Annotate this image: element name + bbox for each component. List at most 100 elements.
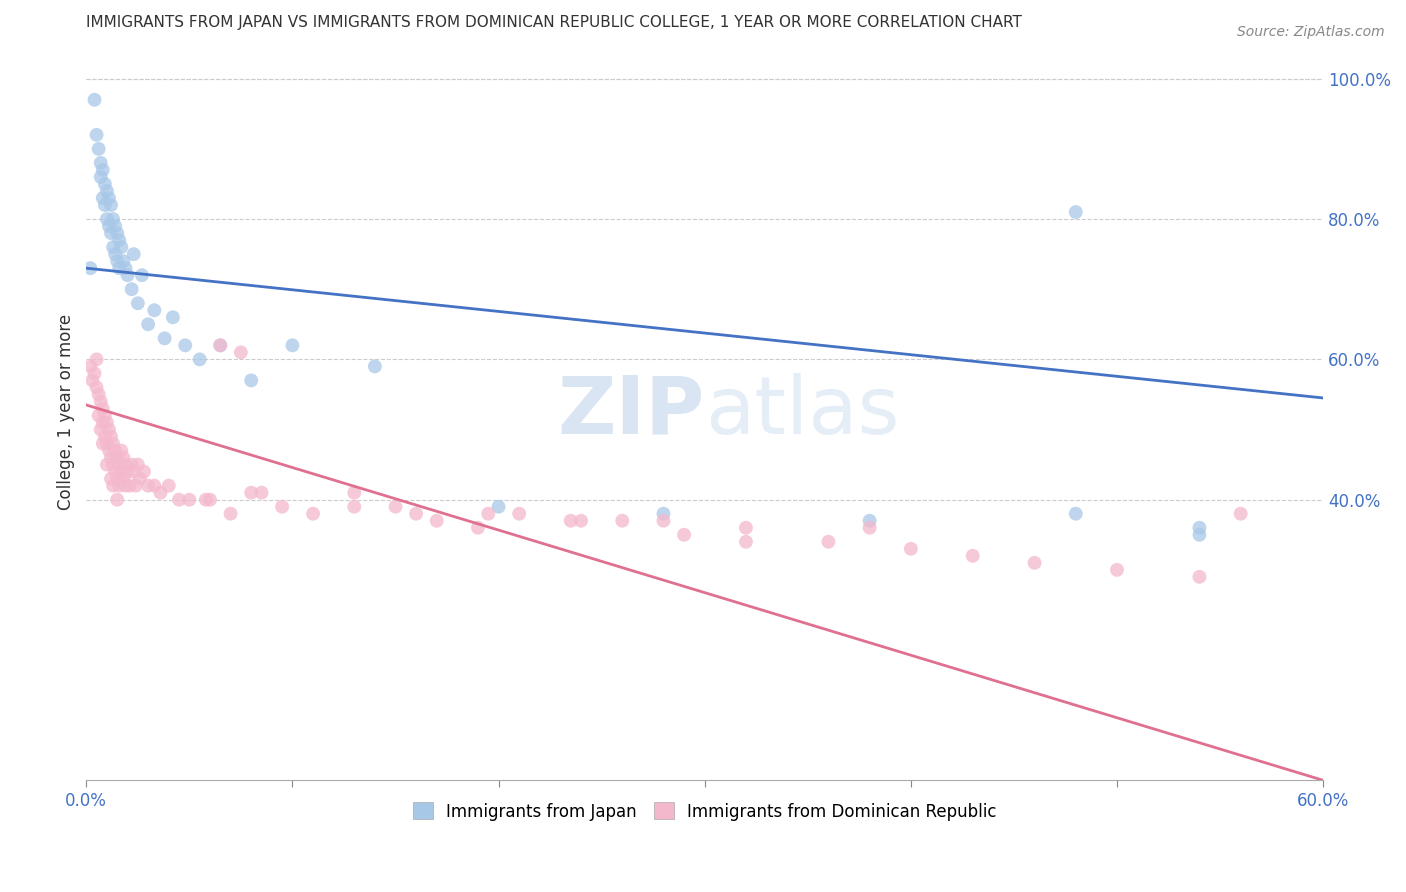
Point <box>91 416 114 430</box>
Text: atlas: atlas <box>704 373 898 451</box>
Point <box>114 458 136 472</box>
Point <box>1024 556 1046 570</box>
Point <box>149 485 172 500</box>
Point <box>1064 205 1087 219</box>
Point <box>127 458 149 472</box>
Point <box>162 310 184 325</box>
Point <box>117 268 139 282</box>
Point <box>364 359 387 374</box>
Point <box>426 514 449 528</box>
Point <box>136 318 159 332</box>
Point <box>112 450 135 465</box>
Point <box>79 261 101 276</box>
Point <box>817 534 839 549</box>
Point <box>87 387 110 401</box>
Point <box>86 380 108 394</box>
Point <box>1188 570 1211 584</box>
Point <box>87 409 110 423</box>
Point <box>281 338 304 352</box>
Point <box>560 514 582 528</box>
Point <box>91 191 114 205</box>
Point <box>82 373 104 387</box>
Point <box>488 500 510 514</box>
Text: Source: ZipAtlas.com: Source: ZipAtlas.com <box>1237 25 1385 39</box>
Point <box>673 528 696 542</box>
Point <box>96 212 118 227</box>
Point <box>96 436 118 450</box>
Point <box>98 219 121 233</box>
Point <box>90 156 112 170</box>
Point <box>652 514 675 528</box>
Point <box>96 416 118 430</box>
Point <box>125 478 148 492</box>
Point <box>91 436 114 450</box>
Point <box>104 247 127 261</box>
Point <box>1188 521 1211 535</box>
Point <box>136 478 159 492</box>
Point <box>219 507 242 521</box>
Point <box>859 514 882 528</box>
Point <box>209 338 232 352</box>
Point <box>179 492 201 507</box>
Point <box>188 352 211 367</box>
Point <box>101 478 124 492</box>
Point <box>105 226 128 240</box>
Point <box>79 359 101 374</box>
Point <box>143 478 166 492</box>
Point <box>90 394 112 409</box>
Point <box>569 514 592 528</box>
Point <box>104 443 127 458</box>
Point <box>91 163 114 178</box>
Point <box>735 521 758 535</box>
Point <box>112 472 135 486</box>
Point <box>105 254 128 268</box>
Point <box>153 331 176 345</box>
Point <box>114 478 136 492</box>
Point <box>83 367 105 381</box>
Point <box>96 184 118 198</box>
Point <box>94 429 117 443</box>
Point <box>104 465 127 479</box>
Point <box>90 423 112 437</box>
Point <box>105 450 128 465</box>
Point <box>108 261 131 276</box>
Point <box>240 373 263 387</box>
Point <box>467 521 489 535</box>
Point <box>90 169 112 184</box>
Point <box>86 128 108 142</box>
Point <box>83 93 105 107</box>
Legend: Immigrants from Japan, Immigrants from Dominican Republic: Immigrants from Japan, Immigrants from D… <box>406 796 1002 827</box>
Point <box>1229 507 1251 521</box>
Point <box>122 247 145 261</box>
Point <box>100 429 122 443</box>
Point <box>1188 528 1211 542</box>
Point <box>118 478 141 492</box>
Point <box>131 268 153 282</box>
Point <box>229 345 252 359</box>
Point <box>1105 563 1128 577</box>
Point <box>132 465 155 479</box>
Point <box>127 296 149 310</box>
Point <box>122 465 145 479</box>
Point <box>101 458 124 472</box>
Point <box>194 492 217 507</box>
Point <box>114 261 136 276</box>
Point <box>477 507 499 521</box>
Point <box>98 443 121 458</box>
Point <box>108 458 131 472</box>
Point <box>271 500 294 514</box>
Point <box>735 534 758 549</box>
Point <box>143 303 166 318</box>
Point <box>105 492 128 507</box>
Point <box>110 443 132 458</box>
Point <box>343 485 366 500</box>
Point <box>612 514 634 528</box>
Point <box>108 478 131 492</box>
Point <box>94 177 117 191</box>
Point <box>128 472 150 486</box>
Point <box>101 240 124 254</box>
Point <box>105 472 128 486</box>
Y-axis label: College, 1 year or more: College, 1 year or more <box>58 314 75 510</box>
Point <box>100 198 122 212</box>
Point <box>250 485 273 500</box>
